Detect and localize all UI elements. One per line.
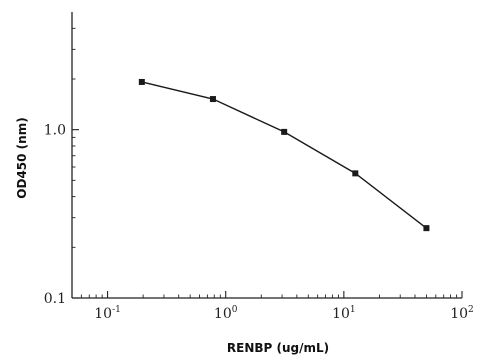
x-tick-label: 101 — [332, 305, 356, 322]
y-tick-label: 1.0 — [44, 123, 66, 139]
x-tick-label: 102 — [450, 305, 474, 322]
x-tick-exponent: 0 — [232, 305, 238, 315]
series — [138, 78, 430, 232]
data-point — [281, 128, 288, 135]
x-tick-exponent: -1 — [112, 305, 121, 315]
data-point — [423, 225, 430, 232]
x-tick-label: 10-1 — [94, 305, 121, 322]
x-tick-label: 100 — [214, 305, 238, 322]
data-point — [138, 78, 145, 85]
x-tick-exponent: 1 — [350, 305, 356, 315]
axes — [71, 12, 462, 299]
y-tick-label: 0.1 — [44, 291, 66, 307]
x-tick-base: 10 — [214, 306, 232, 322]
x-tick-exponent: 2 — [468, 305, 474, 315]
x-axis-title: RENBP (ug/mL) — [227, 341, 329, 355]
x-tick-base: 10 — [450, 306, 468, 322]
series-line — [141, 81, 427, 229]
x-tick-base: 10 — [94, 306, 112, 322]
ticks — [72, 27, 463, 299]
x-tick-base: 10 — [332, 306, 350, 322]
y-axis-title: OD450 (nm) — [15, 117, 29, 198]
data-point — [352, 170, 359, 177]
data-point — [209, 96, 216, 103]
